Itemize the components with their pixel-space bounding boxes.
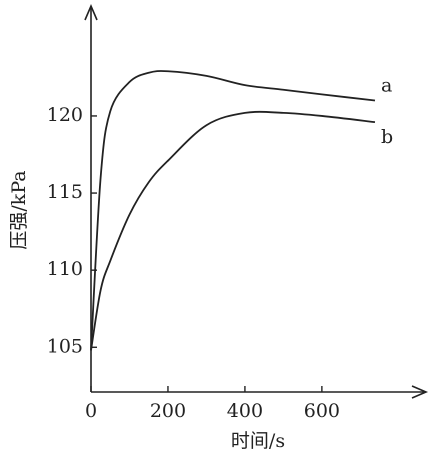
- x-tick-label: 600: [304, 400, 340, 422]
- series-label: a: [381, 75, 392, 97]
- line-series: [90, 110, 376, 351]
- y-tick-label: 120: [47, 104, 83, 126]
- x-tick-label: 200: [150, 400, 186, 422]
- series-label: b: [381, 126, 393, 148]
- y-tick-label: 105: [47, 335, 83, 357]
- x-tick-label: 0: [85, 400, 97, 422]
- x-axis-label: 时间/s: [231, 430, 285, 452]
- x-tick-label: 400: [227, 400, 263, 422]
- y-tick-label: 115: [47, 181, 83, 203]
- y-axis-label: 压强/kPa: [8, 170, 30, 249]
- y-axis-arrow: [84, 3, 98, 21]
- x-axis-arrow: [411, 385, 429, 399]
- line-series: [90, 70, 376, 351]
- y-tick-label: 110: [47, 258, 83, 280]
